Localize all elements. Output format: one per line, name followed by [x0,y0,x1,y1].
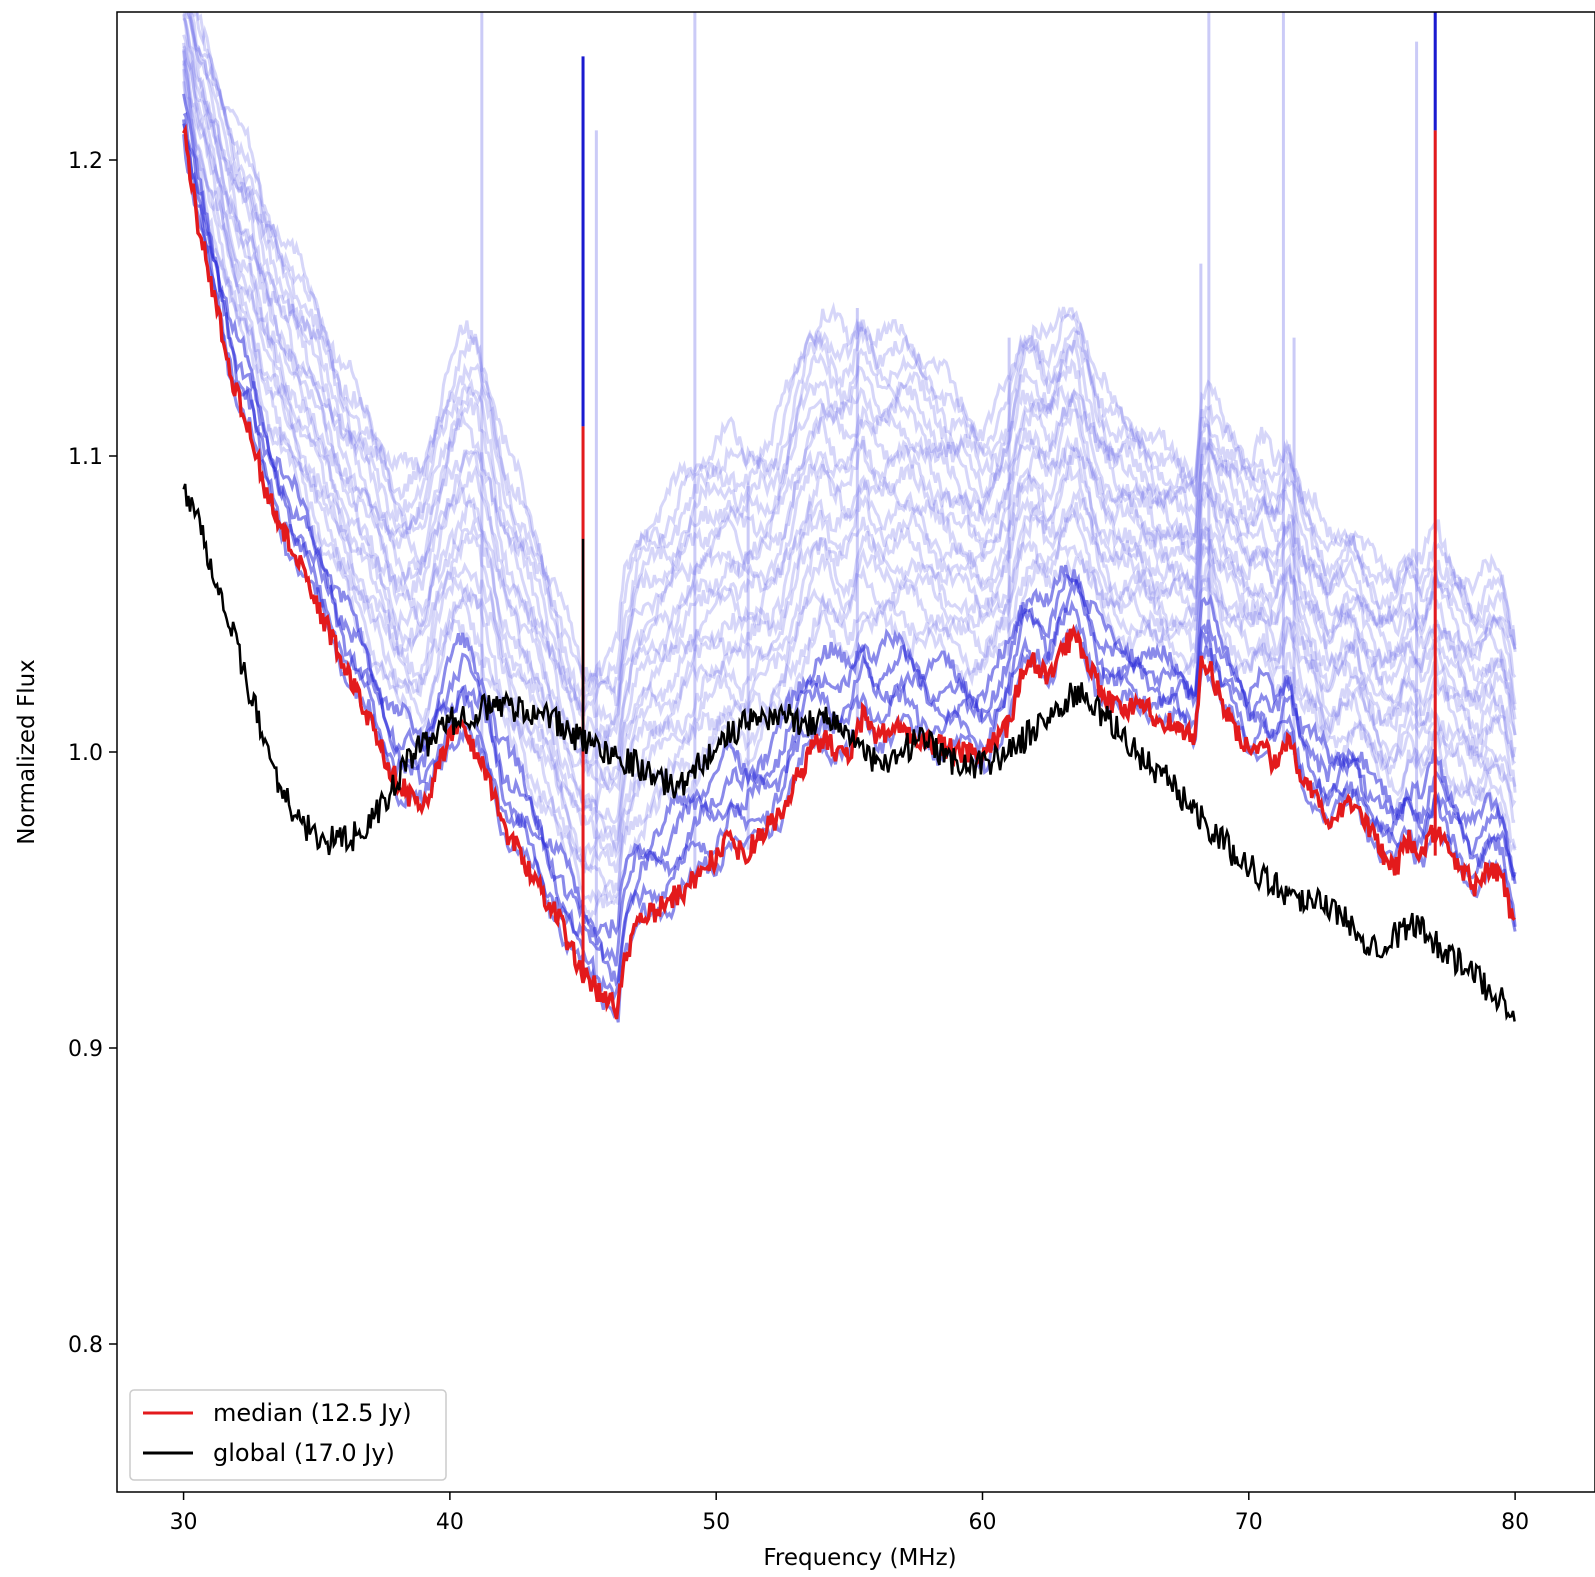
median-series-line [182,123,1516,1020]
x-tick-label: 40 [436,1510,464,1535]
individual-spectrum-line [182,45,1516,825]
individual-spectrum-line [182,50,1517,863]
individual-spectrum-line [182,49,1517,874]
x-axis-label: Frequency (MHz) [763,1545,956,1571]
individual-spectrum-line [182,60,1517,908]
y-tick-label: 1.1 [68,445,103,470]
individual-spectrum-line [182,93,1517,939]
individual-spectrum-line [186,12,1517,726]
individual-spectrum-line [182,42,1517,841]
individual-spectrum-line [182,134,1517,1023]
y-axis-label: Normalized Flux [14,659,40,845]
legend-label-median: median (12.5 Jy) [213,1399,412,1427]
individual-spectrum-line [182,81,1516,905]
y-tick-label: 0.9 [68,1037,103,1062]
individual-spectrum-line [182,13,1517,811]
y-tick-label: 1.0 [68,741,103,766]
individual-spectrum-line [182,68,1517,922]
x-tick-label: 70 [1235,1510,1263,1535]
x-tick-label: 30 [170,1510,198,1535]
legend-frame [129,1389,447,1481]
individual-spectrum-line [182,56,1517,857]
individual-spectrum-line [195,12,1517,689]
individual-spectrum-line [189,12,1517,701]
individual-spectrum-line [182,34,1517,794]
x-tick-label: 80 [1501,1510,1529,1535]
x-tick-label: 60 [968,1510,996,1535]
y-axis-ticks: 0.8 0.9 1.0 1.1 1.2 [68,149,117,1358]
x-axis-ticks: 30 40 50 60 70 80 [170,1492,1529,1535]
individual-spectrum-line [190,12,1517,685]
individual-spectrum-line [188,12,1517,767]
y-tick-label: 0.8 [68,1333,103,1358]
individual-spectrum-line [187,12,1517,717]
individual-spectrum-line [182,17,1517,781]
global-series-line [182,483,1516,1022]
individual-spectrum-line [184,12,1517,741]
y-tick-label: 1.2 [68,149,103,174]
series-layer [182,123,1516,1022]
x-tick-label: 50 [702,1510,730,1535]
legend-label-global: global (17.0 Jy) [213,1439,395,1467]
individual-spectrum-line [182,12,1517,767]
legend: median (12.5 Jy) global (17.0 Jy) [129,1389,447,1481]
